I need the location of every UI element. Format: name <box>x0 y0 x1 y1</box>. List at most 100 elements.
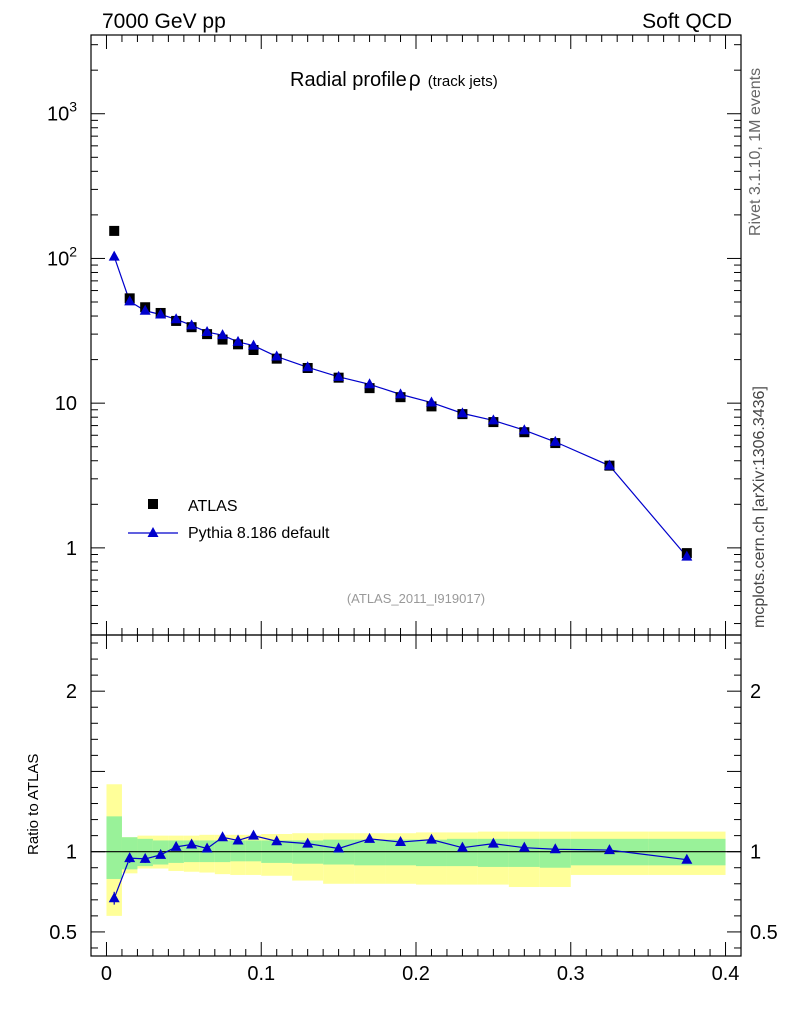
ratio-pythia-point <box>518 841 530 852</box>
ratio-pythia-point <box>217 831 229 842</box>
ratio-pythia-point <box>395 836 407 847</box>
ratio-stat-uncertainty-band <box>539 838 571 868</box>
pythia-line <box>113 256 688 558</box>
ratio-y-tick-label-left: 2 <box>66 681 77 703</box>
ratio-pythia-point <box>549 843 561 854</box>
pythia-point <box>155 308 167 319</box>
ratio-pythia-point <box>603 844 615 855</box>
ratio-panel: 0.5 0.5 1 1 2 2 0 0.1 0.2 0.3 0.4 Ratio to ATLAS <box>25 634 778 985</box>
main-axis-ticks <box>91 35 741 635</box>
main-y-tick-label: 103 <box>47 99 77 126</box>
ratio-plot-area <box>91 784 741 916</box>
x-tick-label: 0.4 <box>712 963 740 985</box>
pythia-point <box>217 329 229 340</box>
atlas-point <box>248 344 259 355</box>
rivet-label: Rivet 3.1.10, 1M events <box>747 68 764 236</box>
ratio-y-tick-label-right: 0.5 <box>750 922 778 944</box>
ratio-pythia-point <box>139 852 151 863</box>
ratio-pythia-point <box>456 841 468 852</box>
pythia-point <box>549 435 561 446</box>
pythia-point <box>425 396 437 407</box>
ratio-stat-uncertainty-band <box>354 839 386 866</box>
legend-label-atlas: ATLAS <box>188 498 238 515</box>
ratio-y-tick-label-left: 1 <box>66 842 77 864</box>
main-y-tick-base: 10 <box>47 248 69 270</box>
main-y-tick-exponent: 3 <box>69 99 77 115</box>
pythia-point <box>232 335 244 346</box>
pythia-point <box>170 313 182 324</box>
ratio-pythia-point <box>487 837 499 848</box>
pythia-point <box>603 459 615 470</box>
main-frame <box>90 34 742 636</box>
main-plot-area <box>108 225 693 561</box>
ratio-pythia-point <box>155 848 167 859</box>
atlas-point <box>109 225 120 236</box>
header-right: Soft QCD <box>642 10 732 33</box>
x-tick-label: 0 <box>101 963 112 985</box>
x-tick-label: 0.2 <box>402 963 430 985</box>
pythia-point <box>364 378 376 389</box>
legend-marker-pythia <box>147 527 159 537</box>
pythia-point <box>395 388 407 399</box>
ratio-y-tick-labels: 0.5 0.5 1 1 2 2 <box>49 681 778 944</box>
pythia-point <box>487 414 499 425</box>
ratio-stat-uncertainty-band <box>416 839 447 867</box>
legend: ATLAS Pythia 8.186 default <box>128 498 330 542</box>
ratio-pythia-point <box>333 842 345 853</box>
pythia-point <box>456 407 468 418</box>
ratio-pythia-point <box>248 829 259 840</box>
ratio-pythia-point <box>124 852 136 863</box>
pythia-point <box>108 250 120 261</box>
ratio-y-tick-label-left: 0.5 <box>49 922 77 944</box>
ratio-pythia-point <box>108 892 120 903</box>
x-tick-label: 0.3 <box>557 963 585 985</box>
ratio-stat-uncertainty-band <box>137 838 153 867</box>
atlas-point <box>217 334 228 345</box>
ratio-pythia-point <box>201 842 213 853</box>
x-tick-labels: 0 0.1 0.2 0.3 0.4 <box>101 963 740 985</box>
legend-label-pythia: Pythia 8.186 default <box>188 525 330 542</box>
chart-title-symbol: ρ <box>409 68 421 91</box>
pythia-point <box>271 350 283 361</box>
ratio-pythia-point <box>170 840 182 851</box>
pythia-point <box>302 361 314 372</box>
ratio-axis-ticks <box>91 635 741 956</box>
mcplots-label: mcplots.cern.ch [arXiv:1306.3436] <box>751 386 768 628</box>
pythia-point <box>248 339 259 350</box>
pythia-point <box>333 370 345 381</box>
pythia-point <box>201 326 213 337</box>
main-y-tick-label: 1 <box>66 538 77 560</box>
chart-title-main: Radial profile <box>290 69 407 91</box>
ratio-stat-uncertainty-band <box>106 816 122 879</box>
ratio-y-tick-label-right: 2 <box>750 681 761 703</box>
pythia-point <box>124 295 136 306</box>
ratio-pythia-point <box>425 833 437 844</box>
analysis-id: (ATLAS_2011_I919017) <box>347 591 485 606</box>
ratio-pythia-point <box>232 834 244 845</box>
pythia-point <box>139 304 151 315</box>
ratio-ylabel: Ratio to ATLAS <box>25 754 42 855</box>
ratio-pythia-line <box>113 835 687 899</box>
main-y-tick-label: 10 <box>55 393 77 415</box>
ratio-pythia-point <box>364 832 376 843</box>
chart-title-suffix: (track jets) <box>428 73 498 90</box>
main-y-tick-label: 102 <box>47 243 77 270</box>
chart-title: Radial profileρ (track jets) <box>290 68 498 91</box>
main-y-tick-exponent: 2 <box>69 243 77 259</box>
x-tick-label: 0.1 <box>247 963 275 985</box>
ratio-stat-uncertainty-band <box>245 840 262 862</box>
ratio-frame <box>90 634 742 957</box>
ratio-stat-uncertainty-band <box>230 840 246 862</box>
ratio-y-tick-label-right: 1 <box>750 842 761 864</box>
pythia-point <box>186 319 198 330</box>
pythia-point <box>681 550 693 561</box>
main-y-tick-base: 10 <box>47 104 69 126</box>
header-left: 7000 GeV pp <box>102 10 226 33</box>
legend-marker-atlas <box>148 499 158 509</box>
ratio-pythia-point <box>186 838 198 849</box>
pythia-point <box>518 424 530 435</box>
ratio-pythia-point <box>302 837 314 848</box>
